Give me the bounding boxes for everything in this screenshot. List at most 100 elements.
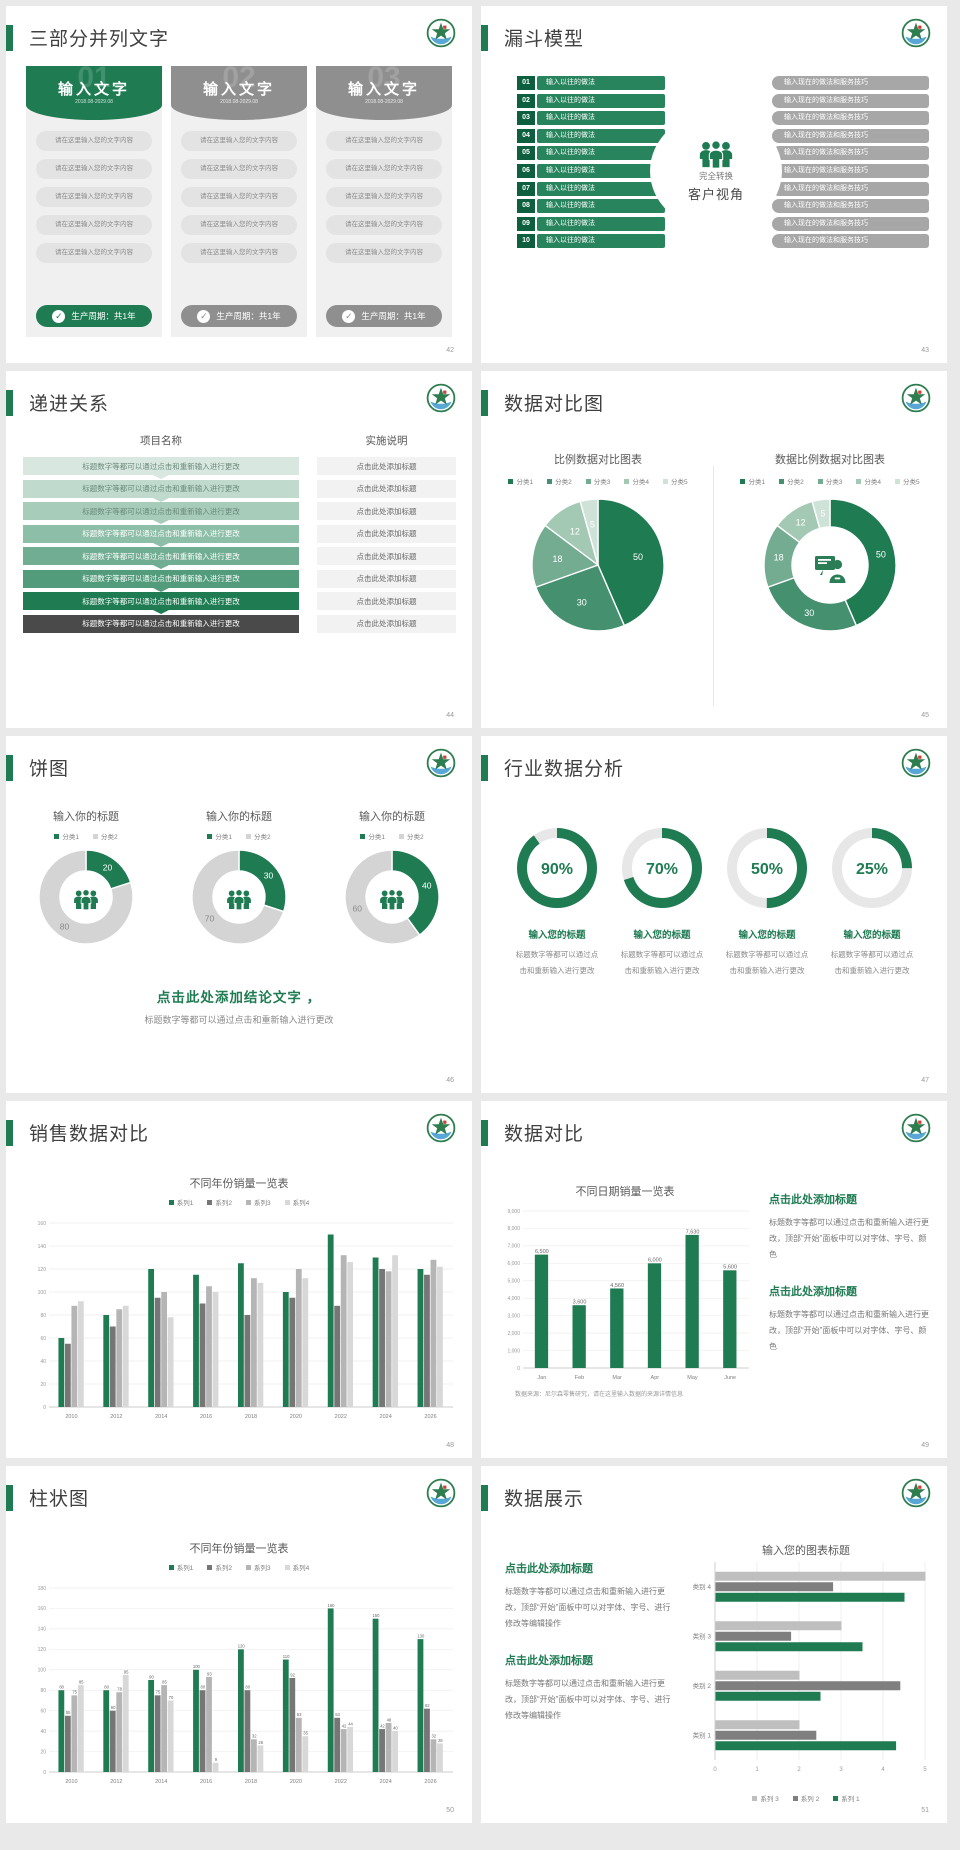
slice-value-label: 70 [205,913,215,923]
slide-47[interactable]: 行业数据分析 90% 输入您的标题 标题数字等都可以通过点击和重新输入进行更改 70%… [481,736,947,1093]
slide-44[interactable]: 递进关系 项目名称 实施说明 标题数字等都可以通过点击和重新输入进行更改 点击此处… [6,371,472,728]
page-number: 51 [921,1807,929,1814]
bar-value-label: 42 [342,1723,347,1728]
pie-slice [766,576,858,632]
x-tick-label: 0 [713,1767,717,1773]
text-blocks: 点击此处添加标题 标题数字等都可以通过点击和重新输入进行更改，顶部“开始”面板中可… [769,1191,933,1375]
y-tick-label: 4,000 [507,1296,520,1302]
chart-title: 输入您的图表标题 [762,1545,850,1557]
bar [302,1278,309,1407]
slide-46[interactable]: 饼图 输入你的标题 分类1 分类2 20 80 输入你的标题 分类1 分类2 30 70 输入你的标… [6,736,472,1093]
block-headline: 点击此处添加标题 [769,1286,857,1298]
title-accent-bar [481,389,488,416]
legend-label: 系列4 [292,1200,310,1207]
column-footer-pill: ✓ 生产周期：共1年 [181,305,297,327]
x-tick-label: June [724,1375,736,1381]
x-tick-label: Mar [612,1375,622,1381]
funnel-row-number: 03 [517,111,535,126]
legend-label: 系列3 [254,1565,271,1572]
table-row: 标题数字等都可以通过点击和重新输入进行更改 点击此处添加标题 [23,479,456,498]
text-block: 点击此处添加标题标题数字等都可以通过点击和重新输入进行更改，顶部“开始”面板中可… [505,1652,673,1724]
bar-value-label: 35 [303,1731,308,1736]
placeholder-text-pill: 请在这里输入您的文字内容 [326,159,442,179]
legend-swatch [246,1199,251,1205]
x-tick-label: 2022 [335,1414,347,1420]
bar [379,1729,385,1772]
project-name-cell: 标题数字等都可以通过点击和重新输入进行更改 [23,502,299,520]
footer-label: 生产周期：共1年 [216,311,281,321]
bar [206,1286,212,1407]
slice-value-label: 20 [103,862,113,872]
people-group-icon [697,139,735,169]
slide-42[interactable]: 三部分并列文字 01 输入文字 2018.08-2029.08 请在这里输入您的文字内… [6,6,472,363]
bar-value-label: 95 [124,1669,129,1674]
category-label: 类别 3 [693,1631,712,1640]
column-items: 请在这里输入您的文字内容 请在这里输入您的文字内容 请在这里输入您的文字内容 请在这里… [171,120,307,263]
bar [392,1255,398,1407]
block-headline: 点击此处添加标题 [505,1655,593,1667]
funnel-left-row: 05 输入以往的做法 输入现在的做法和服务技巧 [517,146,929,161]
slide-title: 数据对比图 [504,394,605,415]
school-logo-graphic [901,383,931,413]
bar [347,1262,354,1407]
slide-48[interactable]: 销售数据对比 不同年份销量一览表 系列1 系列2 系列3 系列4 0 20 40 60 80 1… [6,1101,472,1458]
legend-swatch [508,478,514,484]
x-tick-label: 2012 [110,1779,122,1785]
funnel-left-row: 10 输入以往的做法 输入现在的做法和服务技巧 [517,234,929,249]
x-tick-label: 1 [755,1767,759,1773]
bar-value-label: 40 [393,1726,398,1731]
y-tick-label: 9,000 [507,1209,520,1215]
school-logo-graphic [901,1113,931,1143]
ring-title: 输入您的标题 [528,930,586,941]
progress-ring-block: 90% 输入您的标题 标题数字等都可以通过点击和重新输入进行更改 [507,824,607,979]
chart-legend: 分类1 分类2 分类3 分类4 分类5 [489,476,707,486]
page-number: 50 [446,1807,454,1814]
column-header: 01 输入文字 2018.08-2029.08 [26,66,162,120]
bar [327,1608,334,1772]
bar-value-label: 6,000 [648,1258,662,1264]
block-description: 标题数字等都可以通过点击和重新输入进行更改，顶部“开始”面板中可以对字体、字号、… [505,1587,671,1628]
slide-51[interactable]: 数据展示 点击此处添加标题 标题数字等都可以通过点击和重新输入进行更改，顶部“开始… [481,1466,947,1823]
bar [64,1715,71,1772]
pie-slice [579,498,599,566]
funnel-left-row: 08 输入以往的做法 输入现在的做法和服务技巧 [517,199,929,214]
legend-item: 分类2 [779,476,804,486]
bar [715,1741,897,1751]
legend-label: 分类1 [215,834,232,841]
bar-value-label: 5,600 [723,1265,737,1271]
bar-value-label: 92 [290,1672,295,1677]
progress-ring-block: 50% 输入您的标题 标题数字等都可以通过点击和重新输入进行更改 [717,824,817,979]
funnel-row-number: 07 [517,181,535,196]
funnel-right-bar: 输入现在的做法和服务技巧 [772,128,929,143]
page-number: 42 [446,347,454,354]
bar [148,1269,155,1407]
y-tick-label: 100 [38,1668,47,1674]
legend-swatch [93,833,98,839]
slide-45[interactable]: 数据对比图 比例数据对比图表 分类1 分类2 分类3 分类4 分类5 50 30 18 12 5… [481,371,947,728]
legend-item: 系列 2 [792,1793,819,1803]
bar-value-label: 80 [201,1685,206,1690]
slide-50[interactable]: 柱状图 不同年份销量一览表 系列1 系列2 系列3 系列4 0 20 40 60 80 100 1… [6,1466,472,1823]
school-logo [901,18,931,48]
bubble-subtitle: 完全转换 [698,170,733,181]
block-description: 标题数字等都可以通过点击和重新输入进行更改，顶部“开始”面板中可以对字体、字号、… [505,1679,671,1720]
legend-item: 系列1 [168,1197,193,1207]
slide-49[interactable]: 数据对比 不同日期销量一览表 0 1,000 2,000 3,000 4,000 5,00… [481,1101,947,1458]
page-number: 48 [446,1442,454,1449]
bar-value-label: 75 [72,1690,77,1695]
slice-value-label: 5 [820,509,825,519]
bar [715,1691,821,1701]
slide-43[interactable]: 漏斗模型 01 输入以往的做法 输入现在的做法和服务技巧 02 输入以往的做法 输入现在的… [481,6,947,363]
bar [340,1255,347,1407]
x-tick-label: 4 [881,1767,885,1773]
funnel-row-number: 08 [517,199,535,214]
bar [417,1269,424,1407]
x-tick-label: 2026 [424,1779,436,1785]
bar [327,1234,334,1407]
funnel-left-row: 01 输入以往的做法 输入现在的做法和服务技巧 [517,76,929,90]
bar [424,1708,430,1772]
placeholder-text-pill: 请在这里输入您的文字内容 [326,243,442,263]
funnel-right-bar: 输入现在的做法和服务技巧 [772,76,929,90]
bar [116,1692,123,1772]
